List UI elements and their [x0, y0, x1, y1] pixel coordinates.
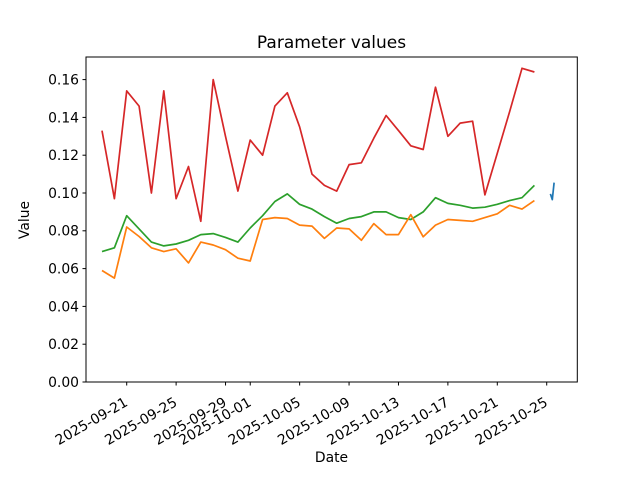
y-axis-ticks: 0.00 0.02 0.04 0.06 0.08 0.10 0.12 0.14 0.16 [48, 73, 86, 391]
series-orange-line [101, 199, 535, 279]
series-red-line [101, 67, 535, 223]
y-tick-label: 0.12 [48, 148, 79, 164]
y-tick-label: 0.06 [48, 262, 79, 278]
plot-area-border [85, 56, 578, 383]
series-blue-line [549, 182, 555, 201]
data-series [101, 67, 555, 279]
y-tick-label: 0.02 [48, 337, 79, 353]
chart-title: Parameter values [257, 33, 406, 53]
x-axis-label: Date [315, 450, 348, 466]
y-tick-label: 0.08 [48, 224, 79, 240]
y-tick-label: 0.10 [48, 186, 79, 202]
series-green-line [101, 184, 535, 253]
x-axis-ticks: 2025-09-212025-09-252025-09-292025-10-01… [53, 382, 551, 449]
y-tick-label: 0.04 [48, 299, 79, 315]
y-axis-label: Value [17, 201, 33, 239]
y-tick-label: 0.00 [48, 375, 79, 391]
y-tick-label: 0.16 [48, 73, 79, 89]
y-tick-label: 0.14 [48, 110, 79, 126]
